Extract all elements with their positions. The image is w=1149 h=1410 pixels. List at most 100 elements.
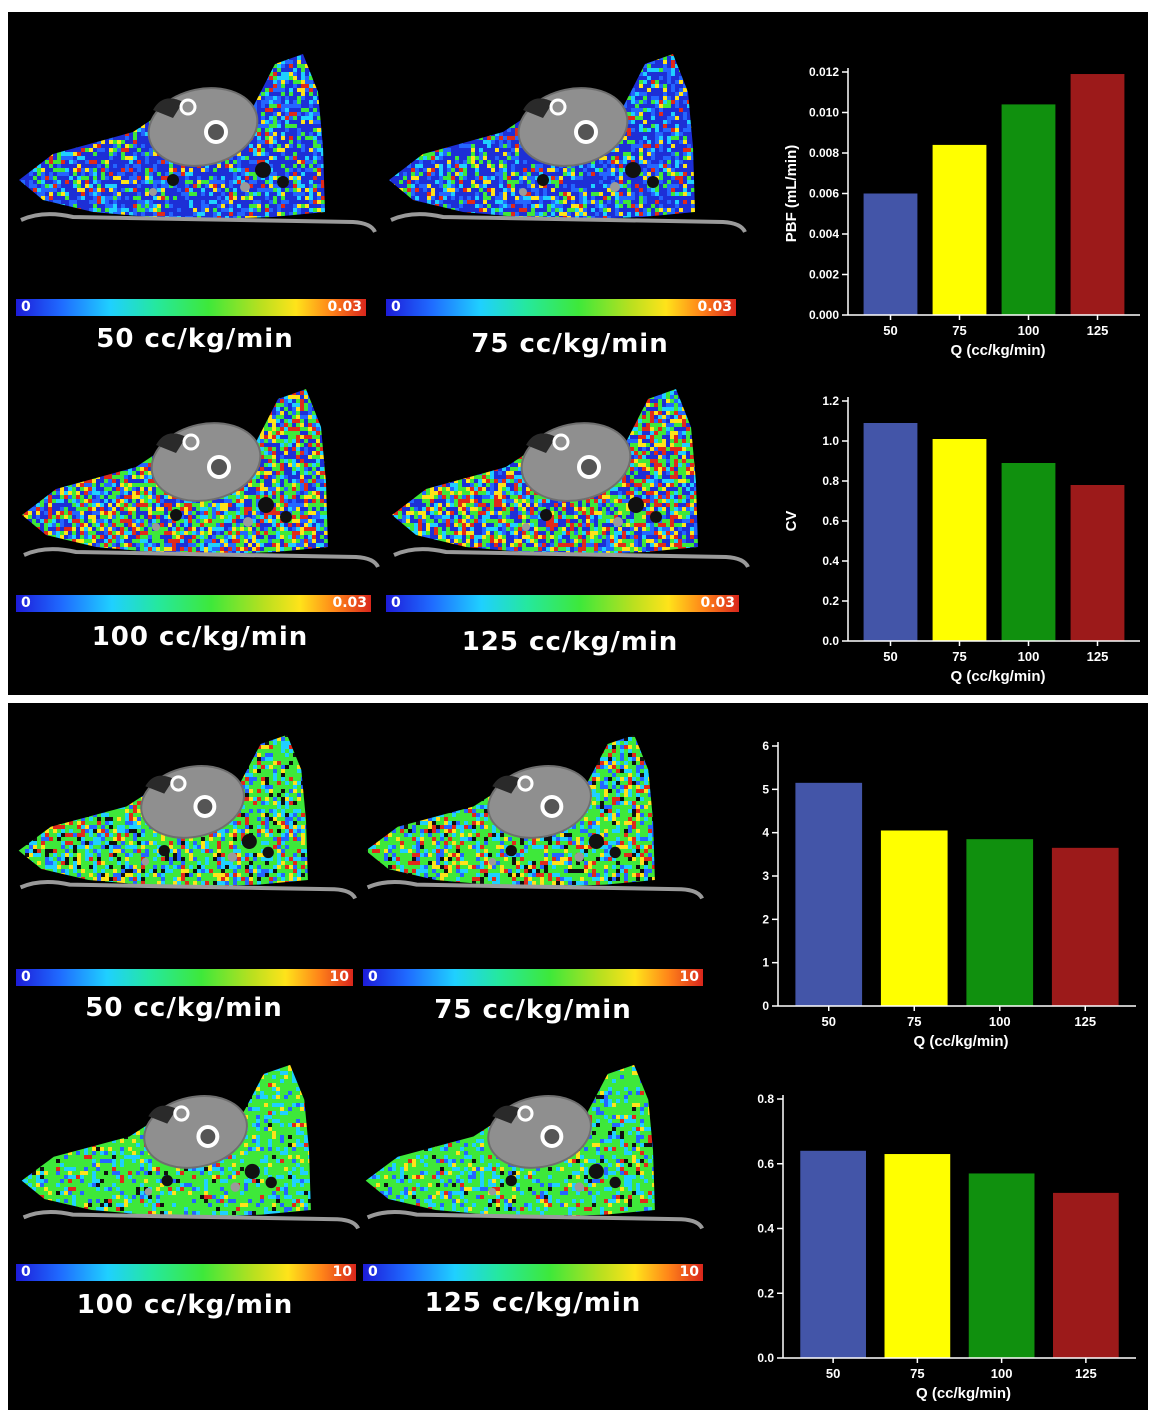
bar-100 [1001,104,1056,316]
flow-rate-label: 125 cc/kg/min [390,627,750,657]
colorbar: 0 10 [363,1264,703,1281]
y-tick-label: 0.6 [757,1157,774,1171]
bar-100 [1001,463,1056,641]
bar-125 [1070,485,1125,641]
transit-time-scan-image [360,1063,705,1233]
cv-bar-chart: 0.0 0.2 0.4 0.6 0.8 1.0 1.2 50 75 100 125 Q (cc/kg/… [758,387,1148,696]
colorbar: 0 0.03 [386,595,739,612]
colorbar-max-label: 0.03 [697,299,732,316]
perfusion-scan-image [383,52,748,237]
colorbar-min-label: 0 [21,1264,31,1281]
transit-time-scan-image [13,733,358,903]
y-tick-label: 0.002 [809,268,839,282]
colorbar: 0 10 [16,1264,356,1281]
bar-125 [1053,1192,1119,1358]
y-tick-label: 0.2 [822,594,839,608]
colorbar-min-label: 0 [368,1264,378,1281]
x-axis-label: Q (cc/kg/min) [916,1385,1011,1402]
y-tick-label: 0.4 [822,554,839,568]
y-tick-label: 4 [762,826,769,840]
x-tick-label: 75 [907,1014,921,1029]
bar-75 [932,439,987,641]
bar-chart-svg: 0.0 0.2 0.4 0.6 0.8 1.0 1.2 50 75 100 125 Q (cc/kg/… [783,394,1140,685]
y-axis-label: PBF (mL/min) [783,145,800,243]
top-panel: 0 0.03 50 cc/kg/min 0 0.03 75 cc/kg/min … [8,12,1148,695]
flow-rate-label: 75 cc/kg/min [353,995,713,1025]
x-tick-label: 50 [883,649,897,664]
transit-time-scan-image [360,733,705,903]
y-tick-label: 0.8 [822,474,839,488]
y-tick-label: 0.006 [809,187,839,201]
transit-time-scan-image [16,1063,361,1233]
colorbar-min-label: 0 [21,299,31,316]
y-tick-label: 1.0 [822,434,839,448]
bar-75 [884,1154,951,1358]
x-tick-label: 50 [883,323,897,338]
y-tick-label: 0.012 [809,65,839,79]
bar-100 [966,839,1034,1006]
x-tick-label: 100 [1018,649,1040,664]
colorbar-min-label: 0 [368,969,378,986]
bar-100 [968,1173,1035,1358]
flow-rate-label: 100 cc/kg/min [5,1290,365,1320]
y-tick-label: 2 [762,912,769,926]
x-tick-label: 50 [826,1366,840,1381]
bar-50 [800,1150,866,1358]
y-tick-label: 1 [762,956,769,970]
y-tick-label: 0.0 [822,634,839,648]
flow-rate-label: 50 cc/kg/min [4,993,364,1023]
x-tick-label: 100 [1018,323,1040,338]
x-tick-label: 75 [952,323,966,338]
flow-rate-label: 50 cc/kg/min [15,324,375,354]
colorbar: 0 10 [363,969,703,986]
y-tick-label: 0.004 [809,227,839,241]
colorbar: 0 10 [16,969,353,986]
bar-chart-svg: 0.000 0.002 0.004 0.006 0.008 0.010 0.012 50 75 1… [783,65,1140,359]
colorbar-min-label: 0 [21,969,31,986]
colorbar: 0 0.03 [16,299,366,316]
colorbar: 0 0.03 [16,595,371,612]
y-tick-label: 0.008 [809,146,839,160]
colorbar-max-label: 0.03 [327,299,362,316]
y-tick-label: 0.010 [809,106,839,120]
x-tick-label: 75 [952,649,966,664]
y-tick-label: 3 [762,869,769,883]
x-tick-label: 125 [1075,1366,1097,1381]
y-tick-label: 0.0 [757,1351,774,1365]
perfusion-scan-image [13,52,378,237]
x-axis-label: Q (cc/kg/min) [950,342,1045,359]
bar-50 [863,423,918,641]
y-tick-label: 6 [762,739,769,753]
x-tick-label: 125 [1087,649,1109,664]
y-tick-label: 5 [762,782,769,796]
colorbar-max-label: 10 [333,1264,352,1281]
colorbar-min-label: 0 [21,595,31,612]
pbf-bar-chart: 0.000 0.002 0.004 0.006 0.008 0.010 0.012 50 75 1… [758,57,1148,366]
y-tick-label: 0.000 [809,308,839,322]
y-tick-label: 0 [762,999,769,1013]
y-tick-label: 0.6 [822,514,839,528]
flow-rate-label: 75 cc/kg/min [390,329,750,359]
colorbar: 0 0.03 [386,299,736,316]
x-tick-label: 75 [910,1366,924,1381]
colorbar-min-label: 0 [391,299,401,316]
colorbar-max-label: 0.03 [332,595,367,612]
x-tick-label: 125 [1087,323,1109,338]
colorbar-min-label: 0 [391,595,401,612]
y-tick-label: 0.8 [757,1092,774,1106]
x-axis-label: Q (cc/kg/min) [913,1033,1008,1050]
flow-rate-label: 125 cc/kg/min [353,1288,713,1318]
y-tick-label: 0.4 [757,1222,774,1236]
y-tick-label: 1.2 [822,394,839,408]
bottom-panel: 0 10 50 cc/kg/min 0 10 75 cc/kg/min 0 10… [8,703,1148,1410]
bar-125 [1051,847,1119,1006]
y-tick-label: 0.2 [757,1286,774,1300]
bar-75 [932,144,987,315]
perfusion-scan-image [16,387,381,572]
x-tick-label: 100 [989,1014,1011,1029]
bar-50 [863,193,918,315]
perfusion-scan-image [386,387,751,572]
bar-75 [880,830,948,1006]
